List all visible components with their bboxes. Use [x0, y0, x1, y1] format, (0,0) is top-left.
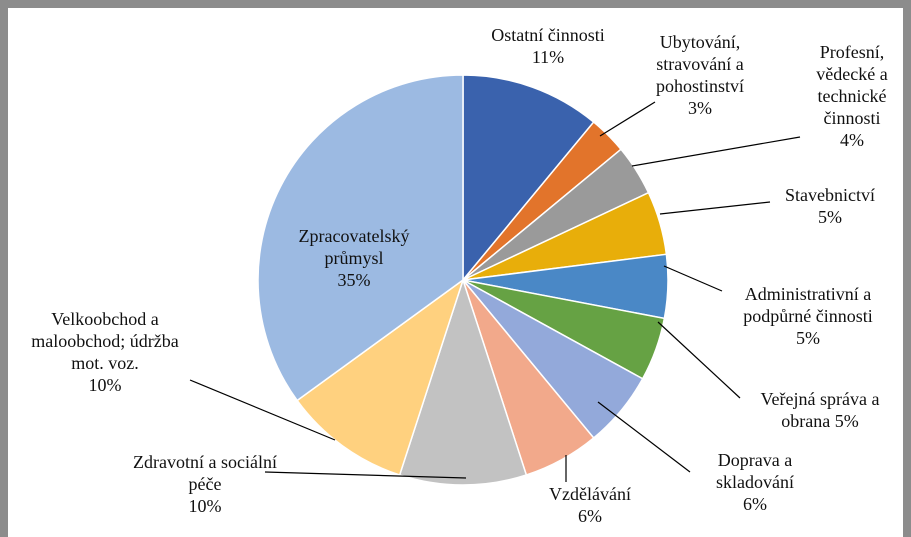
slice-label: Ubytování, stravování a pohostinství 3% — [635, 31, 765, 119]
category-name: Zpracovatelský průmysl — [298, 226, 410, 268]
value-label: 5% — [796, 328, 820, 348]
value-label: 4% — [840, 130, 864, 150]
slice-label: Ostatní činnosti 11% — [458, 24, 638, 68]
value-label: 5% — [818, 207, 842, 227]
value-label: 3% — [688, 98, 712, 118]
category-name: Veřejná správa a obrana — [760, 389, 880, 431]
category-name: Doprava a skladování — [716, 450, 794, 492]
value-label: 6% — [743, 494, 767, 514]
category-name: Zdravotní a sociální péče — [133, 452, 277, 494]
value-label: 10% — [188, 496, 222, 516]
slice-label: Veřejná správa a obrana 5% — [740, 388, 900, 432]
leader-line — [599, 101, 656, 137]
leader-line — [264, 471, 467, 479]
pie-slice — [257, 74, 464, 402]
category-name: Administrativní a podpůrné činnosti — [743, 284, 873, 326]
value-label: 35% — [337, 270, 371, 290]
pie-slice — [462, 74, 595, 283]
pie-slice — [296, 278, 465, 476]
slice-label: Administrativní a podpůrné činnosti 5% — [738, 283, 878, 349]
leader-line — [663, 265, 723, 292]
slice-label: Zdravotní a sociální péče 10% — [130, 451, 280, 517]
value-label: 6% — [578, 506, 602, 526]
slice-label: Profesní, vědecké a technické činnosti 4% — [797, 41, 907, 151]
leader-line — [631, 136, 801, 167]
slice-label: Stavebnictví 5% — [760, 184, 900, 228]
value-label: 11% — [531, 47, 565, 67]
value-label: 10% — [88, 375, 122, 395]
leader-line — [597, 401, 691, 473]
value-label: 5% — [834, 411, 859, 431]
category-name: Stavebnictví — [785, 185, 875, 205]
leader-line — [189, 379, 336, 441]
category-name: Vzdělávání — [549, 484, 631, 504]
category-name: Profesní, vědecké a technické činnosti — [816, 42, 888, 128]
category-name: Velkoobchod a maloobchod; údržba mot. vo… — [31, 309, 179, 373]
category-name: Ostatní činnosti — [491, 25, 605, 45]
slice-label: Velkoobchod a maloobchod; údržba mot. vo… — [20, 308, 190, 396]
slice-label: Zpracovatelský průmysl 35% — [274, 225, 434, 291]
leader-line — [659, 201, 771, 215]
category-name: Ubytování, stravování a pohostinství — [655, 32, 744, 96]
leader-line — [657, 321, 741, 399]
slice-label: Doprava a skladování 6% — [695, 449, 815, 515]
slice-label: Vzdělávání 6% — [530, 483, 650, 527]
